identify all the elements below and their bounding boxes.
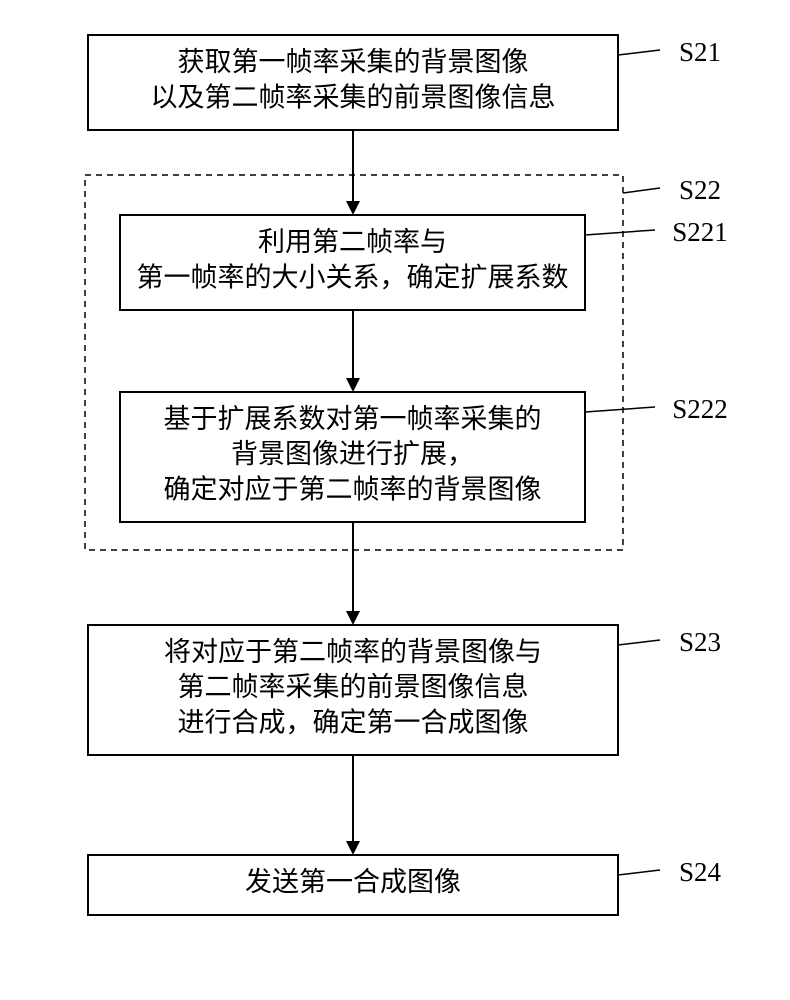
arrowhead-s23-s24 (346, 841, 360, 855)
step-text-s221-line1: 第一帧率的大小关系，确定扩展系数 (137, 262, 569, 292)
step-text-s21-line0: 获取第一帧率采集的背景图像 (178, 47, 529, 77)
step-text-s24-line0: 发送第一合成图像 (245, 867, 461, 897)
arrowhead-s21-s221 (346, 201, 360, 215)
callout-line-s222 (585, 407, 655, 412)
callout-line-s24 (618, 870, 660, 875)
step-text-s221-line0: 利用第二帧率与 (258, 227, 447, 257)
callout-line-s23 (618, 640, 660, 645)
callout-line-s22 (623, 188, 660, 193)
step-label-s221: S221 (672, 217, 728, 247)
arrowhead-s222-s23 (346, 611, 360, 625)
step-text-s222-line0: 基于扩展系数对第一帧率采集的 (164, 404, 542, 434)
step-text-s23-line0: 将对应于第二帧率的背景图像与 (164, 637, 542, 667)
step-label-s21: S21 (679, 37, 721, 67)
step-label-s24: S24 (679, 857, 722, 887)
step-text-s222-line1: 背景图像进行扩展， (231, 439, 474, 469)
step-text-s222-line2: 确定对应于第二帧率的背景图像 (164, 474, 542, 504)
step-text-s23-line2: 进行合成，确定第一合成图像 (178, 707, 529, 737)
step-label-s23: S23 (679, 627, 721, 657)
step-label-s222: S222 (672, 394, 728, 424)
step-text-s23-line1: 第二帧率采集的前景图像信息 (178, 672, 529, 702)
step-text-s21-line1: 以及第二帧率采集的前景图像信息 (151, 82, 556, 112)
arrowhead-s221-s222 (346, 378, 360, 392)
callout-line-s221 (585, 230, 655, 235)
step-label-s22: S22 (679, 175, 721, 205)
callout-line-s21 (618, 50, 660, 55)
